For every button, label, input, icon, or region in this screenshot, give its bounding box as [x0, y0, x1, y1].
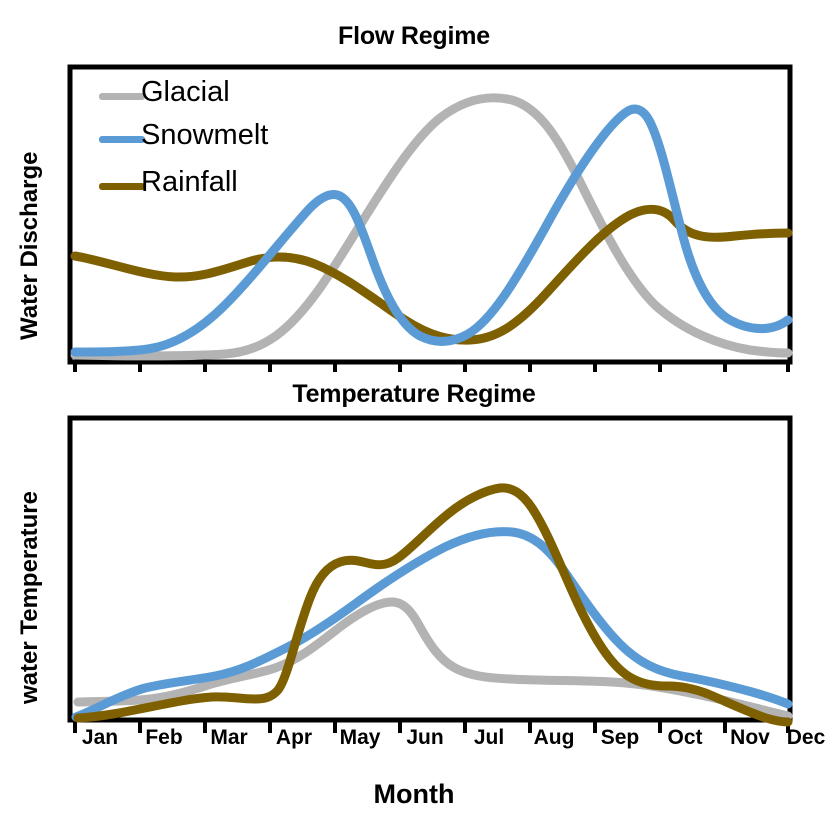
legend-label-rainfall: Rainfall: [141, 166, 238, 198]
flow-x-tick-marks: [73, 362, 790, 372]
xtick-label-sep: Sep: [600, 726, 640, 749]
xtick-label-jun: Jun: [406, 726, 444, 749]
legend-label-glacial: Glacial: [141, 76, 230, 108]
xtick-label-feb: Feb: [145, 726, 183, 749]
xtick-label-mar: Mar: [210, 726, 248, 749]
temperature-series-snowmelt: [71, 527, 793, 722]
flow-series-snowmelt: [70, 104, 793, 357]
panel-temperature-regime: Temperature Regime water Temperature: [0, 372, 828, 828]
legend-swatch-snowmelt: [99, 136, 145, 143]
flow-regime-plot: [67, 64, 793, 372]
flow-series-glacial: [70, 93, 793, 361]
xtick-label-nov: Nov: [730, 726, 770, 749]
temperature-series-rainfall: [73, 483, 793, 727]
panel-title-temperature: Temperature Regime: [292, 380, 536, 408]
xtick-label-oct: Oct: [667, 726, 703, 749]
xtick-label-jan: Jan: [81, 726, 119, 749]
xtick-label-may: May: [339, 726, 381, 749]
xtick-label-dec: Dec: [786, 726, 826, 749]
xtick-label-jul: Jul: [473, 726, 505, 749]
legend-swatch-rainfall: [99, 183, 145, 190]
xtick-label-apr: Apr: [275, 726, 313, 749]
legend-swatch-glacial: [99, 93, 145, 100]
x-axis-label-month: Month: [373, 779, 455, 809]
panel-flow-regime: Flow Regime Water Discharge: [0, 0, 828, 372]
panel-title-flow: Flow Regime: [338, 22, 490, 50]
temperature-regime-plot: [67, 415, 793, 733]
legend-label-snowmelt: Snowmelt: [141, 119, 269, 151]
xtick-label-aug: Aug: [533, 726, 575, 749]
